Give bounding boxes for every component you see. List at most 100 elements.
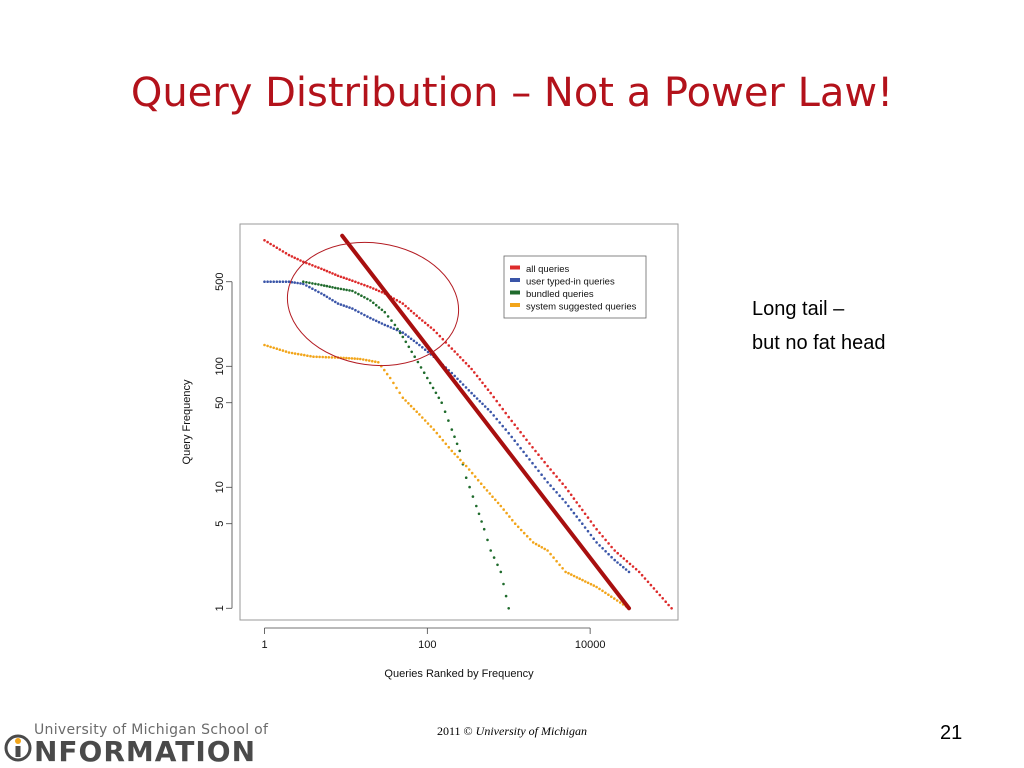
point-all-queries <box>483 384 487 388</box>
point-all-queries <box>628 562 632 566</box>
point-all-queries <box>537 453 540 456</box>
point-all-queries <box>516 427 519 430</box>
legend-label-user-typed-in-queries: user typed-in queries <box>526 277 615 288</box>
point-all-queries <box>296 257 299 261</box>
point-system-suggested-queries <box>531 541 535 544</box>
point-all-queries <box>369 286 372 289</box>
point-bundled-queries <box>453 435 456 438</box>
point-all-queries <box>604 538 607 542</box>
point-system-suggested-queries <box>464 464 468 468</box>
point-system-suggested-queries <box>491 495 494 499</box>
point-all-queries <box>372 287 375 290</box>
point-all-queries <box>649 583 653 587</box>
point-system-suggested-queries <box>572 574 576 578</box>
point-user-typed-in-queries <box>284 280 288 283</box>
point-bundled-queries <box>348 289 351 292</box>
point-bundled-queries <box>339 287 343 291</box>
point-all-queries <box>380 290 384 294</box>
point-user-typed-in-queries <box>495 417 499 421</box>
point-bundled-queries <box>477 512 481 516</box>
point-all-queries <box>459 356 462 359</box>
point-system-suggested-queries <box>485 489 489 492</box>
point-system-suggested-queries <box>564 570 567 574</box>
point-system-suggested-queries <box>592 584 596 587</box>
point-system-suggested-queries <box>324 355 328 359</box>
point-bundled-queries <box>325 284 329 288</box>
point-user-typed-in-queries <box>575 515 578 518</box>
point-bundled-queries <box>336 287 340 290</box>
point-user-typed-in-queries <box>483 405 487 408</box>
point-bundled-queries <box>342 288 346 291</box>
point-user-typed-in-queries <box>478 399 482 403</box>
point-system-suggested-queries <box>312 355 315 358</box>
point-all-queries <box>305 261 308 265</box>
point-user-typed-in-queries <box>470 391 473 395</box>
point-user-typed-in-queries <box>357 310 360 314</box>
point-bundled-queries <box>431 386 435 390</box>
point-system-suggested-queries <box>589 582 593 586</box>
point-all-queries <box>607 542 610 545</box>
point-all-queries <box>328 271 331 274</box>
point-system-suggested-queries <box>429 425 433 428</box>
note-line-2: but no fat head <box>752 332 886 354</box>
point-all-queries <box>634 567 638 571</box>
legend-swatch-user-typed-in-queries <box>510 278 520 282</box>
point-bundled-queries <box>416 360 420 364</box>
point-all-queries <box>661 597 664 600</box>
point-all-queries <box>325 269 329 273</box>
point-bundled-queries <box>471 495 475 498</box>
point-user-typed-in-queries <box>510 435 513 439</box>
point-user-typed-in-queries <box>423 348 427 351</box>
point-user-typed-in-queries <box>595 541 598 544</box>
point-user-typed-in-queries <box>459 380 462 383</box>
note-line-1: Long tail – <box>752 298 845 320</box>
point-system-suggested-queries <box>453 452 457 456</box>
point-all-queries <box>549 468 552 471</box>
point-system-suggested-queries <box>581 578 584 582</box>
point-bundled-queries <box>458 449 462 453</box>
point-user-typed-in-queries <box>409 337 413 341</box>
point-system-suggested-queries <box>558 563 561 567</box>
point-system-suggested-queries <box>423 419 427 422</box>
point-all-queries <box>586 516 590 519</box>
logo-i-icon <box>4 734 32 762</box>
point-bundled-queries <box>380 308 384 312</box>
point-system-suggested-queries <box>421 416 424 419</box>
point-bundled-queries <box>496 563 499 567</box>
point-bundled-queries <box>475 504 478 508</box>
point-bundled-queries <box>437 396 441 400</box>
point-system-suggested-queries <box>584 580 587 583</box>
point-user-typed-in-queries <box>342 304 346 307</box>
point-user-typed-in-queries <box>567 504 570 508</box>
point-all-queries <box>290 255 294 258</box>
x-tick-label-1: 1 <box>261 639 267 651</box>
point-user-typed-in-queries <box>619 563 622 567</box>
point-all-queries <box>374 288 378 291</box>
point-system-suggested-queries <box>383 368 386 372</box>
point-all-queries <box>461 359 465 362</box>
point-all-queries <box>331 272 334 275</box>
point-system-suggested-queries <box>505 511 508 515</box>
point-user-typed-in-queries <box>498 421 502 424</box>
point-user-typed-in-queries <box>610 555 613 559</box>
point-bundled-queries <box>398 331 402 335</box>
point-bundled-queries <box>351 289 354 293</box>
point-all-queries <box>311 264 314 267</box>
point-system-suggested-queries <box>330 356 334 359</box>
point-bundled-queries <box>443 410 447 413</box>
point-system-suggested-queries <box>342 356 345 360</box>
point-all-queries <box>564 486 567 489</box>
y-tick-label-50: 50 <box>214 397 226 409</box>
point-all-queries <box>308 262 311 266</box>
point-system-suggested-queries <box>519 528 523 532</box>
legend: all queries user typed-in queriesbundled … <box>503 255 647 319</box>
point-bundled-queries <box>413 355 416 358</box>
point-bundled-queries <box>314 282 317 286</box>
y-tick-label-5: 5 <box>214 521 226 527</box>
point-system-suggested-queries <box>613 597 616 600</box>
point-user-typed-in-queries <box>325 295 329 299</box>
point-user-typed-in-queries <box>546 481 549 484</box>
point-all-queries <box>299 259 302 262</box>
point-all-queries <box>342 276 346 279</box>
point-all-queries <box>619 554 623 558</box>
